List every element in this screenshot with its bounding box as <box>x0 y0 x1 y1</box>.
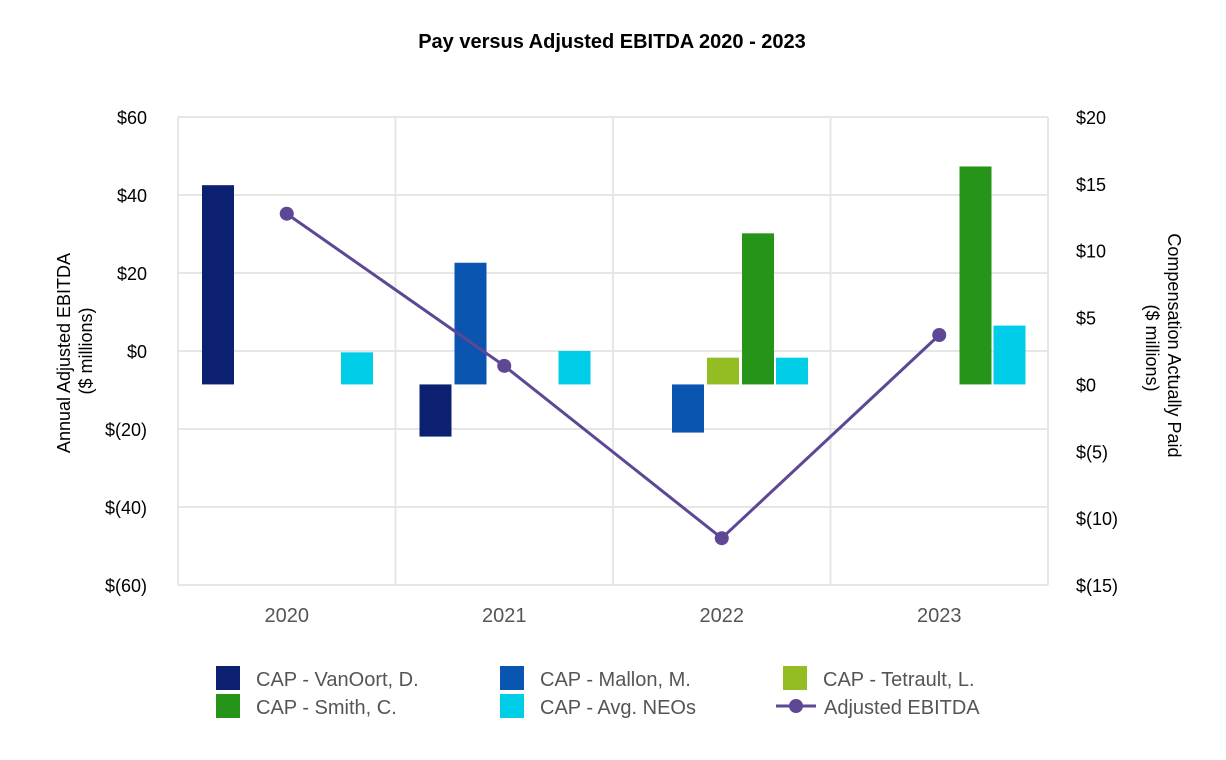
ebitda-line <box>279 206 947 546</box>
legend-swatch <box>783 666 807 690</box>
left-tick-label: $(40) <box>105 498 147 518</box>
line-path <box>285 212 941 541</box>
bar <box>707 357 739 385</box>
right-tick-label: $5 <box>1076 309 1096 329</box>
x-tick-label: 2020 <box>265 605 310 627</box>
left-tick-label: $60 <box>117 108 147 128</box>
left-tick-label: $0 <box>127 342 147 362</box>
right-axis-title: Compensation Actually Paid ($ millions) <box>1142 233 1184 462</box>
x-tick-label: 2022 <box>700 605 745 627</box>
left-tick-label: $20 <box>117 264 147 284</box>
legend-label: CAP - Avg. NEOs <box>540 697 696 719</box>
legend-label: CAP - VanOort, D. <box>256 669 419 691</box>
right-tick-label: $0 <box>1076 375 1096 395</box>
x-tick-label: 2021 <box>482 605 527 627</box>
left-axis-ticks: $60 $40 $20 $0 $(20) $(40) $(60) <box>105 108 147 596</box>
legend-line-marker <box>789 699 803 713</box>
right-tick-label: $15 <box>1076 175 1106 195</box>
left-tick-label: $(20) <box>105 420 147 440</box>
legend-swatch <box>500 666 524 690</box>
bars <box>202 166 1026 437</box>
right-tick-label: $(15) <box>1076 576 1118 596</box>
left-axis-title: Annual Adjusted EBITDA ($ millions) <box>54 249 96 453</box>
legend-swatch <box>500 694 524 718</box>
line-point <box>714 531 729 546</box>
legend-label: CAP - Tetrault, L. <box>823 669 975 691</box>
chart-title: Pay versus Adjusted EBITDA 2020 - 2023 <box>418 31 806 53</box>
right-axis-ticks: $20 $15 $10 $5 $0 $(5) $(10) $(15) <box>1076 108 1118 596</box>
bar <box>558 351 591 385</box>
legend-swatch <box>216 666 240 690</box>
right-tick-label: $10 <box>1076 242 1106 262</box>
right-tick-label: $(10) <box>1076 509 1118 529</box>
bar <box>993 325 1026 385</box>
line-point <box>279 206 294 221</box>
bar <box>419 384 452 437</box>
bar <box>776 357 808 385</box>
right-tick-label: $20 <box>1076 108 1106 128</box>
right-tick-label: $(5) <box>1076 442 1108 462</box>
bar <box>454 262 487 385</box>
gridlines <box>177 116 1049 586</box>
line-point <box>497 358 512 373</box>
line-point <box>932 328 947 343</box>
left-tick-label: $(60) <box>105 576 147 596</box>
x-axis-ticks: 2020 2021 2022 2023 <box>265 605 962 627</box>
bar <box>672 384 704 433</box>
x-tick-label: 2023 <box>917 605 962 627</box>
legend-label: CAP - Mallon, M. <box>540 669 691 691</box>
legend-label: Adjusted EBITDA <box>824 697 980 719</box>
legend: CAP - VanOort, D. CAP - Mallon, M. CAP - T… <box>216 666 980 719</box>
left-tick-label: $40 <box>117 186 147 206</box>
bar <box>202 185 234 385</box>
legend-label: CAP - Smith, C. <box>256 697 397 719</box>
bar <box>959 166 992 385</box>
bar <box>341 352 373 385</box>
bar <box>742 233 774 385</box>
legend-swatch <box>216 694 240 718</box>
